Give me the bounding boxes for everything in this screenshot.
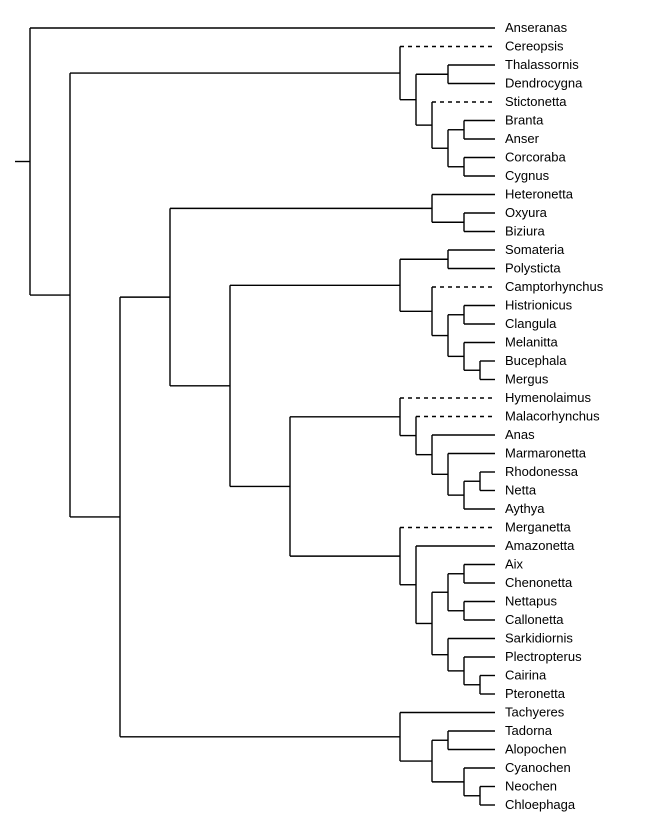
taxon-label-netta: Netta <box>505 483 537 498</box>
taxon-label-bucephala: Bucephala <box>505 353 567 368</box>
taxon-labels: Anseranas Cereopsis Thalassornis Dendrocygn… <box>505 20 604 812</box>
tree-edges <box>15 28 495 805</box>
taxon-label-neochen: Neochen <box>505 779 557 794</box>
taxon-label-heteronetta: Heteronetta <box>505 187 574 202</box>
taxon-label-chenonetta: Chenonetta <box>505 575 573 590</box>
taxon-label-alopochen: Alopochen <box>505 742 566 757</box>
taxon-label-histrionicus: Histrionicus <box>505 298 573 313</box>
taxon-label-polysticta: Polysticta <box>505 261 561 276</box>
taxon-label-corcoraba: Corcoraba <box>505 150 566 165</box>
taxon-label-melanitta: Melanitta <box>505 335 559 350</box>
taxon-label-tachyeres: Tachyeres <box>505 705 565 720</box>
taxon-label-pteronetta: Pteronetta <box>505 686 566 701</box>
taxon-label-plectropterus: Plectropterus <box>505 649 582 664</box>
taxon-label-chloephaga: Chloephaga <box>505 797 576 812</box>
taxon-label-hymenolaimus: Hymenolaimus <box>505 390 591 405</box>
taxon-label-anseranas: Anseranas <box>505 20 568 35</box>
taxon-label-mergus: Mergus <box>505 372 549 387</box>
taxon-label-callonetta: Callonetta <box>505 612 564 627</box>
taxon-label-branta: Branta <box>505 113 544 128</box>
taxon-label-somateria: Somateria <box>505 242 565 257</box>
taxon-label-dendrocygna: Dendrocygna <box>505 76 583 91</box>
taxon-label-anser: Anser <box>505 131 540 146</box>
taxon-label-merganetta: Merganetta <box>505 520 572 535</box>
taxon-label-stictonetta: Stictonetta <box>505 94 567 109</box>
taxon-label-thalassornis: Thalassornis <box>505 57 579 72</box>
taxon-label-sarkidiornis: Sarkidiornis <box>505 631 573 646</box>
taxon-label-rhodonessa: Rhodonessa <box>505 464 579 479</box>
taxon-label-marmaronetta: Marmaronetta <box>505 446 587 461</box>
taxon-label-malacorhynchus: Malacorhynchus <box>505 409 600 424</box>
taxon-label-cereopsis: Cereopsis <box>505 39 564 54</box>
taxon-label-aythya: Aythya <box>505 501 545 516</box>
taxon-label-cygnus: Cygnus <box>505 168 550 183</box>
taxon-label-nettapus: Nettapus <box>505 594 558 609</box>
taxon-label-amazonetta: Amazonetta <box>505 538 575 553</box>
taxon-label-camptorhynchus: Camptorhynchus <box>505 279 604 294</box>
taxon-label-anas: Anas <box>505 427 535 442</box>
taxon-label-biziura: Biziura <box>505 224 546 239</box>
taxon-label-oxyura: Oxyura <box>505 205 548 220</box>
taxon-label-aix: Aix <box>505 557 524 572</box>
taxon-label-cyanochen: Cyanochen <box>505 760 571 775</box>
taxon-label-tadorna: Tadorna <box>505 723 553 738</box>
phylogeny-tree: Anseranas Cereopsis Thalassornis Dendrocygn… <box>0 0 651 836</box>
taxon-label-cairina: Cairina <box>505 668 547 683</box>
taxon-label-clangula: Clangula <box>505 316 557 331</box>
